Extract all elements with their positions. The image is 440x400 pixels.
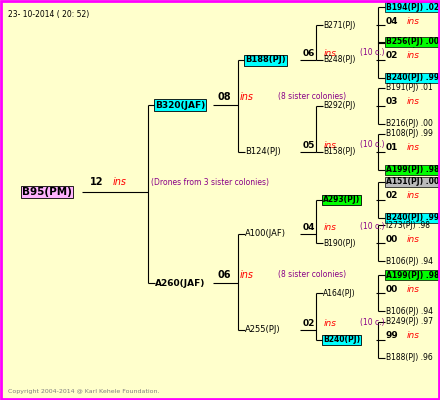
Text: B191(PJ) .01: B191(PJ) .01 (386, 84, 433, 92)
Text: A293(PJ): A293(PJ) (323, 196, 360, 204)
Text: B292(PJ): B292(PJ) (323, 102, 356, 110)
Text: B240(PJ): B240(PJ) (323, 336, 360, 344)
Text: 02: 02 (386, 192, 398, 200)
Text: B216(PJ) .00: B216(PJ) .00 (386, 120, 433, 128)
Text: B106(PJ) .94: B106(PJ) .94 (386, 306, 433, 316)
Text: ins: ins (112, 177, 126, 187)
Text: B240(PJ) .99: B240(PJ) .99 (386, 214, 439, 222)
Text: 02: 02 (303, 318, 315, 328)
Text: (10 c.): (10 c.) (359, 48, 384, 58)
Text: ins: ins (407, 144, 420, 152)
Text: I273(PJ) .98: I273(PJ) .98 (386, 220, 430, 230)
Text: B248(PJ): B248(PJ) (323, 56, 356, 64)
Text: 08: 08 (217, 92, 231, 102)
Text: 00: 00 (386, 284, 398, 294)
Text: ins: ins (407, 332, 420, 340)
Text: 02: 02 (386, 52, 398, 60)
Text: A199(PJ) .98: A199(PJ) .98 (386, 270, 440, 280)
Text: 99: 99 (386, 332, 399, 340)
Text: ins: ins (407, 284, 420, 294)
Text: B95(PM): B95(PM) (22, 187, 72, 197)
Text: ins: ins (324, 48, 337, 58)
Text: A255(PJ): A255(PJ) (245, 326, 281, 334)
Text: B188(PJ): B188(PJ) (245, 56, 286, 64)
Text: 03: 03 (386, 98, 398, 106)
Text: (10 c.): (10 c.) (359, 222, 384, 232)
Text: A164(PJ) .00: A164(PJ) .00 (386, 38, 433, 48)
Text: ins: ins (239, 270, 253, 280)
Text: 06: 06 (217, 270, 231, 280)
Text: 05: 05 (303, 140, 315, 150)
Text: A199(PJ) .98: A199(PJ) .98 (386, 166, 440, 174)
Text: 04: 04 (386, 16, 399, 26)
Text: 01: 01 (386, 144, 398, 152)
Text: ins: ins (324, 222, 337, 232)
Text: B271(PJ): B271(PJ) (323, 20, 356, 30)
Text: ins: ins (407, 98, 420, 106)
Text: B106(PJ) .94: B106(PJ) .94 (386, 256, 433, 266)
Text: 00: 00 (386, 234, 398, 244)
Text: 06: 06 (303, 48, 315, 58)
Text: ins: ins (324, 140, 337, 150)
Text: B188(PJ) .96: B188(PJ) .96 (386, 354, 433, 362)
Text: B194(PJ) .02: B194(PJ) .02 (386, 2, 439, 12)
Text: (8 sister colonies): (8 sister colonies) (278, 270, 346, 280)
Text: A100(JAF): A100(JAF) (245, 230, 286, 238)
Text: B158(PJ): B158(PJ) (323, 148, 356, 156)
Text: 23- 10-2014 ( 20: 52): 23- 10-2014 ( 20: 52) (8, 10, 89, 19)
Text: B108(PJ) .99: B108(PJ) .99 (386, 130, 433, 138)
Text: A151(PJ) .00: A151(PJ) .00 (386, 178, 439, 186)
Text: ins: ins (407, 234, 420, 244)
Text: B256(PJ) .00: B256(PJ) .00 (386, 38, 439, 46)
Text: B124(PJ): B124(PJ) (245, 148, 281, 156)
Text: A260(JAF): A260(JAF) (155, 278, 205, 288)
Text: ins: ins (407, 52, 420, 60)
Text: B249(PJ) .97: B249(PJ) .97 (386, 318, 433, 326)
Text: A164(PJ): A164(PJ) (323, 288, 356, 298)
Text: (10 c.): (10 c.) (359, 140, 384, 150)
Text: (8 sister colonies): (8 sister colonies) (278, 92, 346, 102)
Text: ins: ins (407, 192, 420, 200)
Text: ins: ins (324, 318, 337, 328)
Text: B320(JAF): B320(JAF) (155, 100, 205, 110)
Text: 12: 12 (90, 177, 103, 187)
Text: (Drones from 3 sister colonies): (Drones from 3 sister colonies) (151, 178, 269, 186)
Text: B240(PJ) .99: B240(PJ) .99 (386, 74, 439, 82)
Text: ins: ins (239, 92, 253, 102)
Text: ins: ins (407, 16, 420, 26)
Text: (10 c.): (10 c.) (359, 318, 384, 328)
Text: 04: 04 (303, 222, 315, 232)
Text: B190(PJ): B190(PJ) (323, 238, 356, 248)
Text: Copyright 2004-2014 @ Karl Kehele Foundation.: Copyright 2004-2014 @ Karl Kehele Founda… (8, 389, 159, 394)
